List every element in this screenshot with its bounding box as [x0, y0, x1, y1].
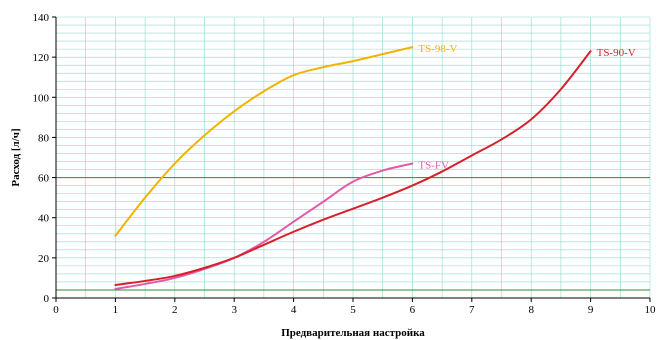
series-labels: TS-98-V TS-FV TS-90-V [418, 43, 635, 171]
series-label: TS-98-V [418, 43, 457, 55]
y-tick-label: 100 [33, 92, 50, 104]
y-tick-label: 40 [38, 213, 50, 225]
y-tick-label: 0 [44, 293, 50, 305]
y-axis-title: Расход [л/ч] [10, 128, 22, 186]
series-lines [114, 46, 592, 290]
x-tick-label: 0 [53, 304, 59, 316]
grid-minor [55, 16, 651, 299]
x-tick-labels: 0 1 2 3 4 5 6 7 8 9 10 [53, 298, 656, 316]
y-tick-labels: 0 20 40 60 80 100 120 140 [33, 12, 56, 305]
x-tick-label: 2 [172, 304, 178, 316]
x-axis-title: Предварительная настройка [281, 327, 425, 339]
x-tick-label: 5 [350, 304, 356, 316]
series-line [114, 50, 592, 286]
y-tick-label: 20 [38, 253, 50, 265]
y-tick-label: 120 [33, 52, 50, 64]
series-label: TS-90-V [597, 47, 636, 59]
series-line [114, 162, 414, 290]
series-label: TS-FV [418, 160, 449, 172]
y-tick-label: 80 [38, 132, 50, 144]
x-tick-label: 7 [469, 304, 475, 316]
series-line [114, 46, 414, 237]
reference-lines [56, 177, 650, 291]
x-tick-label: 1 [113, 304, 119, 316]
x-tick-label: 8 [528, 304, 534, 316]
x-tick-label: 9 [588, 304, 594, 316]
x-tick-label: 4 [291, 304, 297, 316]
y-tick-label: 60 [38, 173, 50, 185]
y-tick-label: 140 [33, 12, 50, 24]
x-tick-label: 6 [410, 304, 416, 316]
x-tick-label: 10 [645, 304, 657, 316]
x-tick-label: 3 [231, 304, 237, 316]
